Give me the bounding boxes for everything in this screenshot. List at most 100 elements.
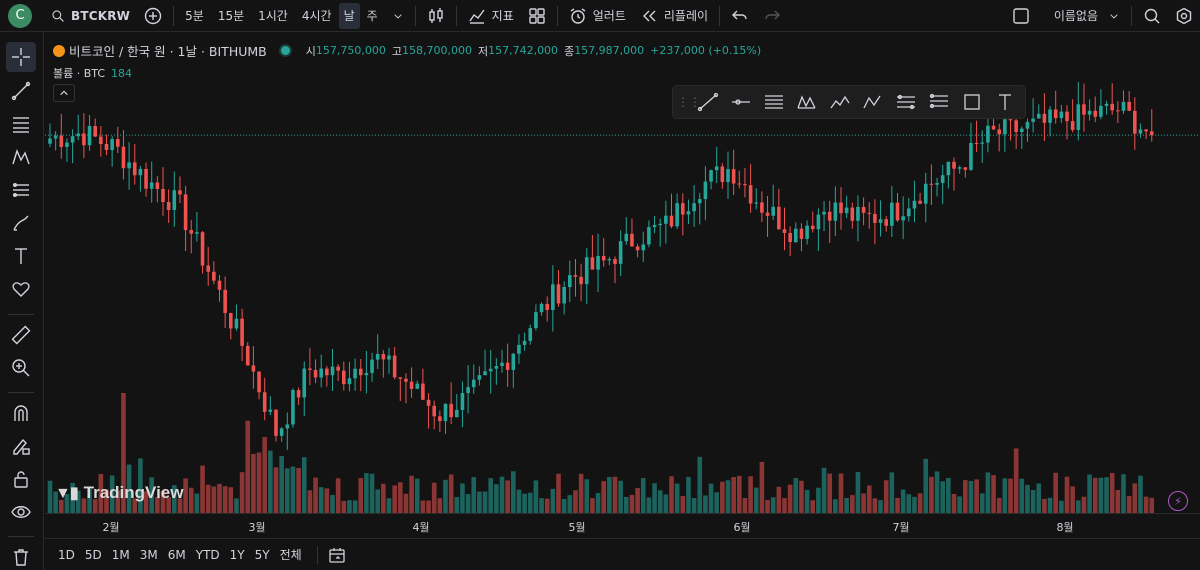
fav-fib-channel[interactable] (922, 87, 955, 117)
candle-body (963, 167, 968, 170)
interval-1w[interactable]: 주 (366, 9, 378, 23)
collapse-legend-button[interactable] (53, 84, 75, 102)
drag-handle[interactable]: ⋮⋮ (677, 95, 701, 109)
stay-drawing-tool[interactable] (6, 431, 36, 461)
volume-bar (1081, 496, 1087, 513)
crosshair-tool[interactable] (6, 42, 36, 72)
ruler-tool[interactable] (6, 320, 36, 350)
fib-retracement-icon (764, 95, 783, 109)
interval-15m[interactable]: 15분 (217, 9, 245, 23)
range-5y[interactable]: 5Y (254, 547, 270, 562)
tradingview-logo[interactable]: ▼▮ TradingView (55, 483, 183, 503)
elliott-wave-icon (829, 95, 850, 109)
volume-bar (166, 497, 171, 513)
redo-icon (765, 10, 781, 19)
candle-body (545, 303, 549, 310)
hide-tool[interactable] (6, 497, 36, 527)
range-all[interactable]: 전체 (279, 548, 302, 562)
trendline-tool[interactable] (6, 76, 36, 106)
volume-bar (556, 473, 561, 513)
volume-bar (268, 450, 273, 513)
chart-pane[interactable]: 비트코인 / 한국 원 · 1날 · BITHUMB 시 157,750,000 … (45, 33, 1200, 538)
fav-fib-retracement[interactable] (757, 87, 790, 117)
chart-type-button[interactable] (420, 0, 452, 32)
magnet-tool[interactable] (6, 398, 36, 428)
layout-name-button[interactable]: 이름없음 (1047, 0, 1127, 32)
fav-text[interactable] (988, 87, 1021, 117)
fav-elliott-wave[interactable] (823, 87, 856, 117)
change-value: +237,000 (+0.15%) (650, 44, 762, 57)
indicators-button[interactable]: 지표 (461, 0, 521, 32)
rectangle-icon (963, 94, 980, 110)
fav-trendline[interactable] (691, 87, 724, 117)
volume-bar (183, 478, 188, 513)
volume-bar (567, 495, 573, 513)
replay-button[interactable]: 리플레이 (633, 0, 715, 32)
favorites-drawing-toolbar: ⋮⋮ (672, 85, 1026, 119)
layout-checkbox[interactable] (1005, 0, 1037, 32)
zoom-tool[interactable] (6, 353, 36, 383)
pattern-tool[interactable] (6, 142, 36, 172)
volume-bar (720, 481, 725, 513)
candle-body (850, 207, 855, 221)
volume-bar (482, 491, 488, 513)
volume-bar (573, 490, 578, 513)
candle-body (70, 136, 75, 143)
interval-1d[interactable]: 날 (338, 2, 360, 29)
redo-button[interactable] (756, 0, 788, 32)
range-1m[interactable]: 1M (111, 547, 130, 562)
time-axis[interactable]: 2월 3월 4월 5월 6월 7월 8월 (45, 513, 1200, 537)
settings-button[interactable] (1168, 0, 1200, 32)
fib-tool[interactable] (6, 109, 36, 139)
icons-tool[interactable] (6, 274, 36, 304)
fav-rectangle[interactable] (955, 87, 988, 117)
alert-button[interactable]: 얼러트 (562, 0, 633, 32)
prediction-tool[interactable] (6, 175, 36, 205)
go-to-date-icon[interactable] (328, 546, 346, 564)
fav-xabcd-pattern[interactable] (790, 87, 823, 117)
volume-bar (364, 473, 369, 513)
interval-4h[interactable]: 4시간 (301, 9, 332, 23)
volume-bar (217, 483, 222, 513)
interval-1h[interactable]: 1시간 (258, 9, 288, 23)
delete-tool[interactable] (6, 542, 36, 570)
range-6m[interactable]: 6M (167, 547, 186, 562)
volume-bar (793, 477, 799, 513)
candle-body (121, 146, 126, 169)
range-1d[interactable]: 1D (58, 547, 75, 562)
volume-bar (533, 480, 539, 513)
symbol-search[interactable]: BTCKRW (44, 0, 137, 32)
lock-tool[interactable] (6, 464, 36, 494)
undo-button[interactable] (724, 0, 756, 32)
volume-bar (205, 484, 211, 513)
volume-bar (708, 483, 714, 513)
candle-body (483, 371, 487, 376)
quick-search-button[interactable] (1136, 0, 1168, 32)
symbol-title[interactable]: 비트코인 / 한국 원 · 1날 · BITHUMB (69, 44, 267, 59)
volume-bar (1059, 500, 1064, 513)
fav-horizontal-ray[interactable] (724, 87, 757, 117)
price-chart[interactable] (45, 33, 1200, 513)
range-3m[interactable]: 3M (139, 547, 158, 562)
templates-button[interactable] (521, 0, 553, 32)
interval-dropdown[interactable] (385, 0, 411, 32)
fav-abc-pattern[interactable] (856, 87, 889, 117)
range-5d[interactable]: 5D (84, 547, 102, 562)
candle-body (336, 366, 340, 371)
range-ytd[interactable]: YTD (195, 547, 220, 562)
user-avatar[interactable]: C (8, 3, 32, 28)
bottom-toolbar: 1D 5D 1M 3M 6M YTD 1Y 5Y 전체 (45, 538, 1200, 570)
volume-bar (1002, 478, 1008, 513)
volume-bar (917, 493, 923, 513)
text-tool[interactable] (6, 241, 36, 271)
candle-body (257, 371, 261, 393)
volume-bar (652, 483, 657, 513)
lightning-icon[interactable]: ⚡ (1168, 491, 1188, 511)
candle-body (794, 228, 798, 242)
compare-button[interactable] (137, 0, 169, 32)
candle-body (664, 215, 668, 224)
fav-parallel-channel[interactable] (889, 87, 922, 117)
range-1y[interactable]: 1Y (229, 547, 245, 562)
brush-tool[interactable] (6, 208, 36, 238)
interval-5m[interactable]: 5분 (185, 9, 204, 23)
